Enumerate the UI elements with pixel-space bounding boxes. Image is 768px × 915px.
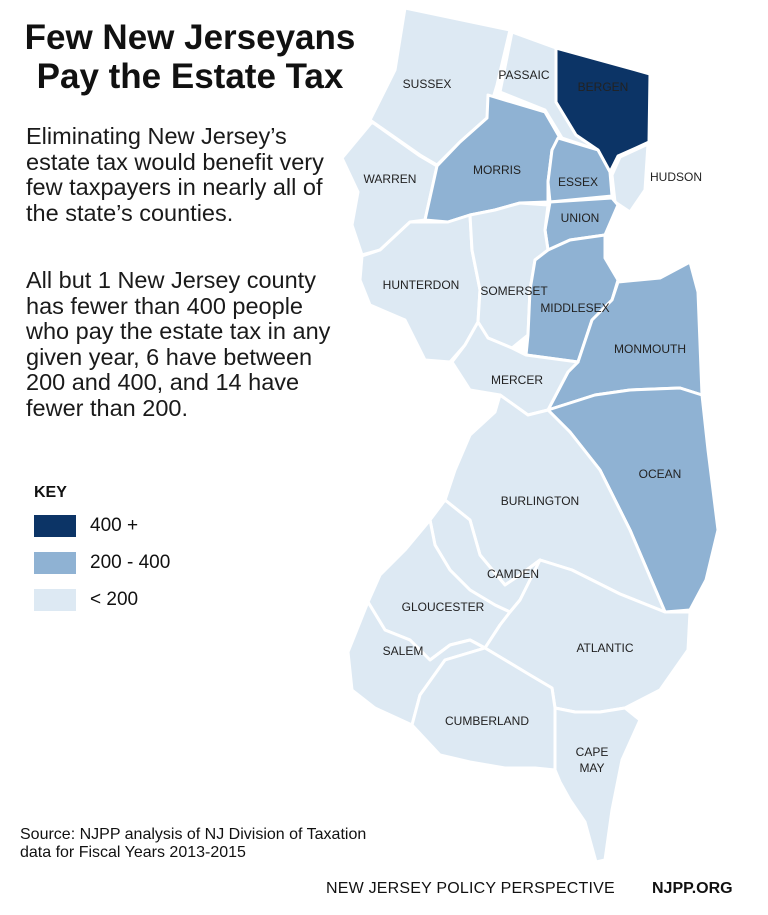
key-label-high: 400 + xyxy=(90,515,139,536)
county-label-cumberland: CUMBERLAND xyxy=(445,714,529,728)
title-line-1: Few New Jerseyans xyxy=(24,18,356,57)
county-label-atlantic: ATLANTIC xyxy=(576,641,633,655)
key-title: KEY xyxy=(34,484,67,501)
county-label-hudson: HUDSON xyxy=(650,170,702,184)
key-item-low: < 200 xyxy=(34,588,234,612)
key-item-medium: 200 - 400 xyxy=(34,551,234,575)
footer-website: NJPP.ORG xyxy=(652,880,733,897)
county-label-warren: WARREN xyxy=(364,172,417,186)
county-label-union: UNION xyxy=(561,211,600,225)
key-swatch-low xyxy=(34,589,76,611)
title-line-2: Pay the Estate Tax xyxy=(36,57,344,96)
map-key: KEY 400 + 200 - 400 < 200 xyxy=(34,484,234,625)
detail-text: All but 1 New Jersey county has fewer th… xyxy=(26,267,331,421)
page-title: Few New Jerseyans Pay the Estate Tax xyxy=(10,18,370,96)
county-labels: SUSSEX PASSAIC BERGEN WARREN MORRIS ESSE… xyxy=(364,68,702,775)
county-bergen xyxy=(554,46,652,174)
county-label-essex: ESSEX xyxy=(558,175,598,189)
intro-text: Eliminating New Jersey’s estate tax woul… xyxy=(26,123,324,226)
key-label-low: < 200 xyxy=(90,589,139,610)
county-cape-may xyxy=(553,706,642,864)
county-label-ocean: OCEAN xyxy=(639,467,682,481)
county-label-bergen: BERGEN xyxy=(578,80,629,94)
county-label-burlington: BURLINGTON xyxy=(501,494,579,508)
key-swatch-high xyxy=(34,515,76,537)
county-label-hunterdon: HUNTERDON xyxy=(383,278,460,292)
county-label-somerset: SOMERSET xyxy=(480,284,548,298)
county-label-morris: MORRIS xyxy=(473,163,521,177)
county-label-cape-may-line-2: MAY xyxy=(579,761,604,775)
key-swatch-medium xyxy=(34,552,76,574)
footer-organization: NEW JERSEY POLICY PERSPECTIVE xyxy=(326,880,615,897)
county-label-cape-may-line-1: CAPE xyxy=(576,745,609,759)
key-item-high: 400 + xyxy=(34,514,234,538)
key-label-medium: 200 - 400 xyxy=(90,552,171,573)
county-label-camden: CAMDEN xyxy=(487,567,539,581)
county-label-salem: SALEM xyxy=(383,644,424,658)
county-label-monmouth: MONMOUTH xyxy=(614,342,686,356)
county-label-mercer: MERCER xyxy=(491,373,543,387)
county-label-middlesex: MIDDLESEX xyxy=(540,301,609,315)
county-shapes xyxy=(340,6,720,864)
county-label-sussex: SUSSEX xyxy=(403,77,452,91)
county-label-gloucester: GLOUCESTER xyxy=(402,600,485,614)
source-note: Source: NJPP analysis of NJ Division of … xyxy=(20,826,367,861)
county-label-passaic: PASSAIC xyxy=(498,68,549,82)
